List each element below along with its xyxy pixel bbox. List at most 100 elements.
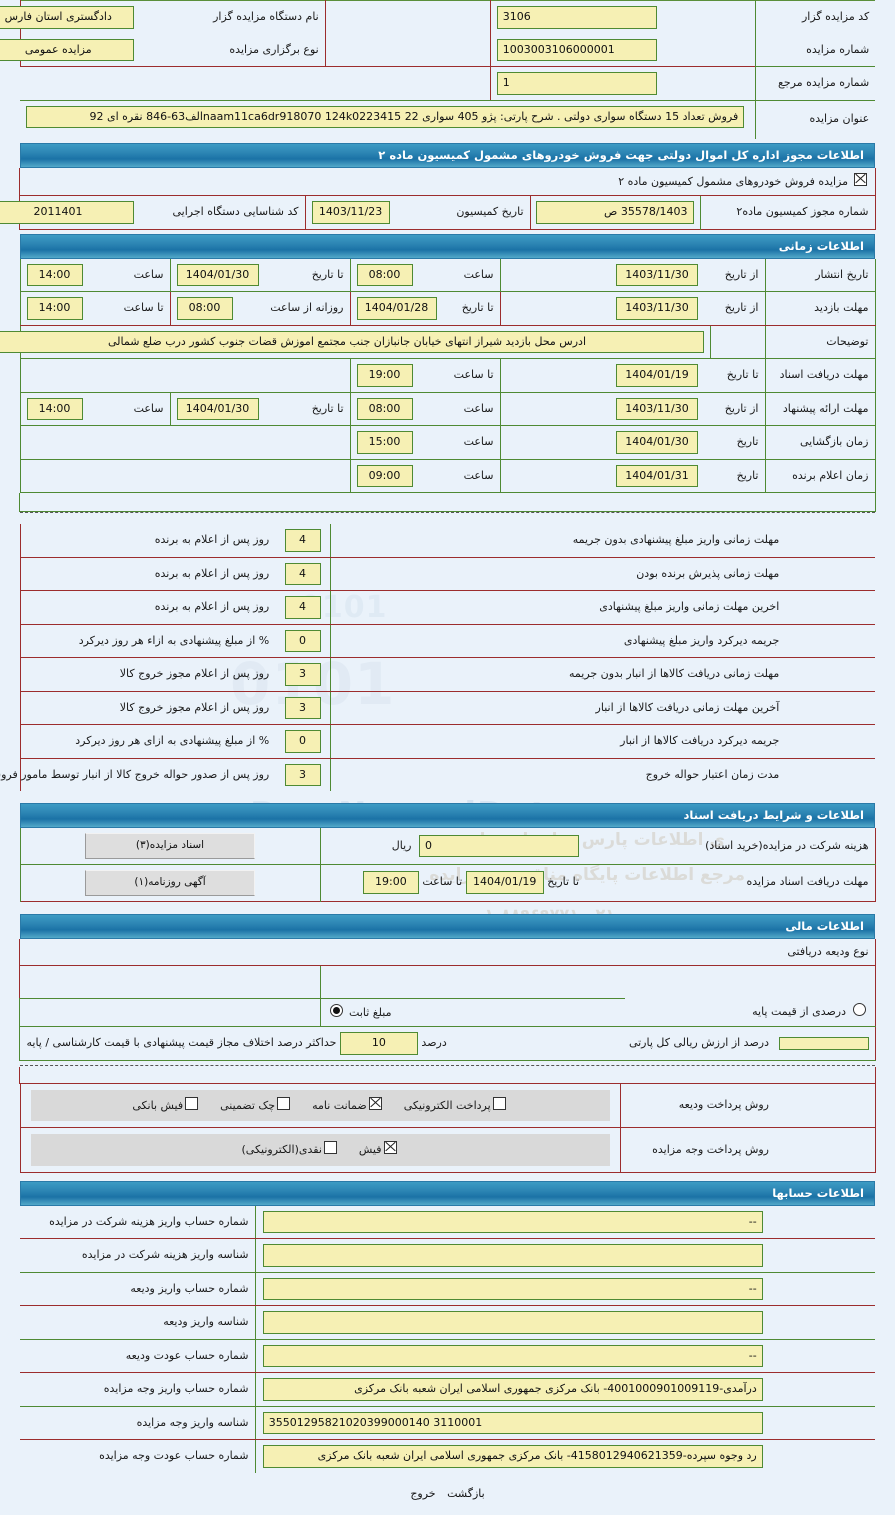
account-value-field[interactable]: -- (262, 1210, 763, 1233)
deadline-spacer (785, 524, 876, 558)
percent-radio-cell[interactable]: درصدی از قیمت پایه (625, 998, 876, 1027)
visit-from-label: از تاریخ (710, 291, 765, 326)
proposal-from-date-field[interactable]: 1403/11/30 (616, 397, 698, 420)
docs-deadline-hour-field-2[interactable]: 19:00 (362, 871, 419, 894)
max-diff-field[interactable]: 10 (339, 1032, 418, 1055)
commission-checkbox[interactable] (853, 172, 867, 186)
docs-gap (499, 358, 610, 393)
opening-date-field[interactable]: 1404/01/30 (616, 431, 698, 454)
visit-hour-label: تا تاریخ (445, 291, 500, 326)
permit-number-field[interactable]: 35578/1403 ص (535, 201, 694, 224)
proposal-to-hour-field[interactable]: 14:00 (26, 397, 83, 420)
deadline-rule-unit: روز پس از اعلام مجوز خروج کالا (19, 691, 276, 725)
table-row: آخرین مهلت زمانی دریافت کالاها از انبار 3… (19, 691, 876, 725)
deadline-spacer (785, 624, 876, 658)
commission-date-field[interactable]: 1403/11/23 (311, 201, 390, 224)
publish-hour-field[interactable]: 08:00 (356, 263, 413, 286)
publish-from-date-field[interactable]: 1403/11/30 (616, 263, 698, 286)
publish-to-date-field[interactable]: 1404/01/30 (176, 263, 259, 286)
row-value-reference-number: 1 (489, 66, 756, 101)
account-value-field[interactable]: -- (262, 1277, 763, 1300)
account-value-field[interactable]: رد وجوه سپرده-4158012940621359- بانک مرک… (262, 1445, 763, 1468)
table-row: مهلت زمانی پذیرش برنده بودن 4 روز پس از اع… (19, 557, 876, 591)
visit-daily-to-field[interactable]: 14:00 (26, 297, 83, 320)
opening-date-label: تاریخ (710, 425, 765, 460)
visit-to-date-field[interactable]: 1404/01/28 (356, 297, 437, 320)
payment-option-checkbox[interactable] (492, 1096, 506, 1110)
winner-date-field[interactable]: 1404/01/31 (616, 464, 698, 487)
percent-value-field[interactable] (778, 1036, 869, 1050)
auction-documents-button[interactable]: اسناد مزایده(۳) (85, 833, 255, 859)
auction-type-field[interactable]: مزایده عمومی (0, 38, 135, 61)
auction-number-field[interactable]: 1003003106000001 (496, 38, 657, 61)
account-value-cell (255, 1238, 770, 1273)
deadline-rule-value: 4 (275, 557, 331, 591)
permit-checkbox-row[interactable]: مزایده فروش خودروهای مشمول کمیسیون ماده … (19, 167, 876, 196)
deadline-rule-label: مهلت زمانی پذیرش برنده بودن (329, 557, 786, 591)
account-value-field[interactable]: -- (262, 1344, 763, 1367)
deadline-rule-field[interactable]: 3 (284, 763, 321, 786)
payment-option-checkbox[interactable] (277, 1096, 291, 1110)
row-label-auction-payment: روش پرداخت وجه مزایده (619, 1127, 775, 1172)
fixed-radio-cell[interactable]: مبلغ ثابت (319, 997, 626, 1027)
payment-option[interactable]: پرداخت الکترونیکی (404, 1096, 508, 1115)
deadline-rule-unit: روز پس از صدور حواله خروج کالا از انبار … (0, 758, 276, 791)
payment-option[interactable]: فیش بانکی (132, 1096, 200, 1115)
deadline-rule-field[interactable]: 3 (284, 663, 321, 686)
proposal-hour-field[interactable]: 08:00 (356, 397, 413, 420)
account-value-field[interactable]: 35501295821020399000140 3110001 (262, 1411, 763, 1434)
financial-table: نوع ودیعه دریافتی درصدی از قیمت پایه مبل… (19, 938, 876, 1061)
opening-hour-field[interactable]: 15:00 (356, 431, 413, 454)
payment-option[interactable]: چک تضمینی (220, 1096, 292, 1115)
deadline-rule-field[interactable]: 4 (284, 596, 321, 619)
winner-hour-field[interactable]: 09:00 (356, 464, 413, 487)
participation-fee-field[interactable]: 0 (419, 834, 579, 858)
deadline-rule-field[interactable]: 3 (284, 696, 321, 719)
table-row: -- شماره حساب عودت ودیعه (20, 1339, 875, 1373)
auctioneer-code-field[interactable]: 3106 (496, 6, 657, 29)
reference-number-field[interactable]: 1 (496, 72, 657, 95)
visit-from-date-field[interactable]: 1403/11/30 (616, 297, 698, 320)
deadline-rule-field[interactable]: 4 (284, 562, 321, 585)
deadline-rule-label: جریمه دیرکرد دریافت کالاها از انبار (329, 724, 786, 759)
payment-option-checkbox[interactable] (185, 1096, 199, 1110)
winner-date-value: 1404/01/31 (610, 459, 710, 493)
proposal-to-date-field[interactable]: 1404/01/30 (176, 397, 259, 420)
visit-gap (499, 291, 610, 326)
exit-link[interactable]: خروج (410, 1486, 436, 1500)
deadline-rule-field[interactable]: 0 (284, 730, 321, 753)
fixed-amount-radio[interactable] (329, 1003, 343, 1017)
percent-of-base-radio[interactable] (852, 1003, 866, 1017)
auctioneer-name-field[interactable]: دادگستری استان فارس (0, 6, 135, 29)
auction-title-field[interactable]: فروش تعداد 15 دستگاه سواری دولتی . شرح پ… (26, 105, 745, 128)
payment-option[interactable]: ضمانت نامه (312, 1096, 384, 1115)
docs-deadline-date-field[interactable]: 1404/01/19 (616, 364, 698, 387)
payment-option-checkbox[interactable] (383, 1141, 397, 1154)
table-row: هزینه شرکت در مزایده(خرید اسناد) 0 ریال … (19, 828, 875, 865)
back-link[interactable]: بازگشت (447, 1486, 485, 1500)
payment-option-checkbox[interactable] (368, 1096, 382, 1110)
description-field[interactable]: ادرس محل بازدید شیراز انتهای خیابان جانب… (0, 330, 704, 353)
newspaper-ad-button[interactable]: آگهی روزنامه(۱) (85, 869, 255, 896)
deadline-rule-unit: % از مبلغ پیشنهادی به ازای هر روز دیرکرد (19, 724, 276, 759)
proposal-to-hour-label: ساعت (115, 392, 170, 426)
deadline-rule-field[interactable]: 0 (284, 629, 321, 652)
account-value-field[interactable] (262, 1244, 763, 1267)
deadline-rule-label: مهلت زمانی واریز مبلغ پیشنهادی بدون جریم… (329, 524, 786, 558)
docs-deadline-date-field-2[interactable]: 1404/01/19 (465, 871, 544, 894)
winner-hour-label: ساعت (463, 468, 494, 482)
account-value-field[interactable] (262, 1311, 763, 1334)
payment-methods-table: روش پرداخت ودیعه پرداخت الکترونیکی ضمانت … (19, 1083, 876, 1173)
deadline-rule-field[interactable]: 4 (284, 529, 321, 552)
account-value-cell: درآمدی-4001000901009119- بانک مرکزی جمهو… (255, 1372, 770, 1407)
payment-option-checkbox[interactable] (323, 1141, 337, 1154)
payment-option[interactable]: فیش (359, 1141, 399, 1159)
org-code-field[interactable]: 2011401 (0, 201, 135, 224)
docs-deadline-hour-field[interactable]: 19:00 (356, 364, 413, 387)
visit-daily-from-field[interactable]: 08:00 (176, 297, 233, 320)
account-value-field[interactable]: درآمدی-4001000901009119- بانک مرکزی جمهو… (262, 1378, 763, 1401)
payment-option[interactable]: نقدی(الکترونیکی) (241, 1141, 338, 1159)
publish-to-hour-field[interactable]: 14:00 (26, 263, 83, 286)
proposal-to-label: تا تاریخ (270, 392, 350, 426)
deadline-rule-unit: % از مبلغ پیشنهادی به ازاء هر روز دیرکرد (19, 624, 276, 658)
